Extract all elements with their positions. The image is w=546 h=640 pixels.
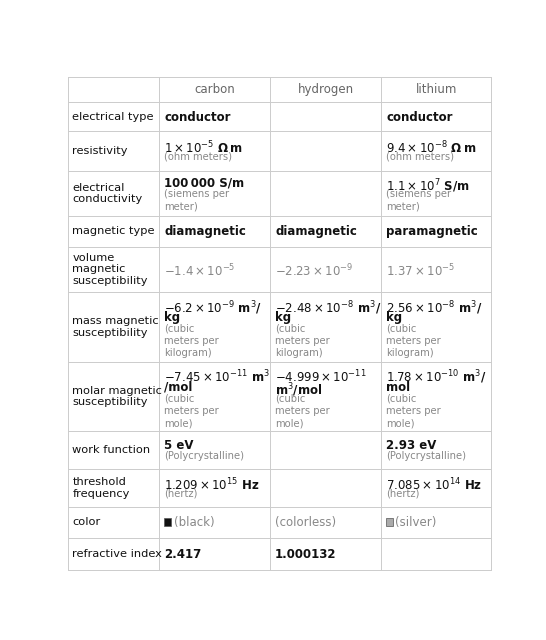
Text: 2.93 eV: 2.93 eV [386, 439, 436, 452]
Text: $-7.45\times10^{-11}$ m$^3$: $-7.45\times10^{-11}$ m$^3$ [164, 369, 270, 385]
Text: (Polycrystalline): (Polycrystalline) [386, 451, 466, 461]
Text: (ohm meters): (ohm meters) [164, 152, 232, 162]
Text: hydrogen: hydrogen [298, 83, 354, 96]
Text: (cubic
meters per
mole): (cubic meters per mole) [386, 393, 441, 428]
Text: $7.085\times10^{14}$ Hz: $7.085\times10^{14}$ Hz [386, 476, 482, 493]
Text: kg: kg [275, 311, 292, 324]
Text: (black): (black) [174, 516, 214, 529]
Text: electrical type: electrical type [73, 112, 154, 122]
Text: (hertz): (hertz) [386, 489, 419, 499]
Text: refractive index: refractive index [73, 549, 162, 559]
Text: $1.1\times10^{7}$ S/m: $1.1\times10^{7}$ S/m [386, 177, 470, 195]
Text: (hertz): (hertz) [164, 489, 198, 499]
Text: 5 eV: 5 eV [164, 439, 194, 452]
Text: $-6.2\times10^{-9}$ m$^3$/: $-6.2\times10^{-9}$ m$^3$/ [164, 299, 263, 317]
Text: $-2.48\times10^{-8}$ m$^3$/: $-2.48\times10^{-8}$ m$^3$/ [275, 299, 382, 317]
Text: (siemens per
meter): (siemens per meter) [164, 189, 229, 212]
Text: (cubic
meters per
kilogram): (cubic meters per kilogram) [164, 323, 219, 358]
Text: $1.78\times10^{-10}$ m$^3$/: $1.78\times10^{-10}$ m$^3$/ [386, 369, 487, 387]
Text: mol: mol [386, 381, 410, 394]
Text: 100 000 S/m: 100 000 S/m [164, 177, 245, 190]
Text: (ohm meters): (ohm meters) [386, 152, 454, 162]
Text: mass magnetic
susceptibility: mass magnetic susceptibility [73, 316, 159, 338]
Text: kg: kg [164, 311, 180, 324]
Text: $1.37\times10^{-5}$: $1.37\times10^{-5}$ [386, 263, 455, 280]
Text: $-4.999\times10^{-11}$: $-4.999\times10^{-11}$ [275, 369, 367, 385]
Text: kg: kg [386, 311, 402, 324]
Text: carbon: carbon [194, 83, 235, 96]
Text: 1.000132: 1.000132 [275, 548, 337, 561]
Text: molar magnetic
susceptibility: molar magnetic susceptibility [73, 386, 162, 407]
Text: paramagnetic: paramagnetic [386, 225, 478, 238]
Text: diamagnetic: diamagnetic [275, 225, 357, 238]
Text: conductor: conductor [164, 111, 231, 124]
Text: (siemens per
meter): (siemens per meter) [386, 189, 451, 212]
Text: $-2.23\times10^{-9}$: $-2.23\times10^{-9}$ [275, 263, 354, 280]
Text: volume
magnetic
susceptibility: volume magnetic susceptibility [73, 253, 148, 286]
Text: electrical
conductivity: electrical conductivity [73, 182, 143, 204]
Text: $1\times10^{-5}$ Ω m: $1\times10^{-5}$ Ω m [164, 140, 244, 156]
Text: (Polycrystalline): (Polycrystalline) [164, 451, 244, 461]
Text: /mol: /mol [164, 381, 193, 394]
Text: magnetic type: magnetic type [73, 227, 155, 236]
Text: (colorless): (colorless) [275, 516, 336, 529]
Text: $1.209\times10^{15}$ Hz: $1.209\times10^{15}$ Hz [164, 476, 260, 493]
Text: 2.417: 2.417 [164, 548, 201, 561]
Text: (cubic
meters per
kilogram): (cubic meters per kilogram) [275, 323, 330, 358]
Text: (cubic
meters per
mole): (cubic meters per mole) [275, 393, 330, 428]
Text: resistivity: resistivity [73, 146, 128, 156]
Bar [386, 518, 393, 526]
Text: $-1.4\times10^{-5}$: $-1.4\times10^{-5}$ [164, 263, 236, 280]
Text: work function: work function [73, 445, 151, 455]
Text: $9.4\times10^{-8}$ Ω m: $9.4\times10^{-8}$ Ω m [386, 140, 476, 156]
Text: threshold
frequency: threshold frequency [73, 477, 130, 499]
Bar [164, 518, 171, 526]
Text: m$^3$/mol: m$^3$/mol [275, 381, 323, 399]
Text: conductor: conductor [386, 111, 453, 124]
Text: (cubic
meters per
kilogram): (cubic meters per kilogram) [386, 323, 441, 358]
Text: color: color [73, 517, 100, 527]
Text: (silver): (silver) [395, 516, 437, 529]
Text: $2.56\times10^{-8}$ m$^3$/: $2.56\times10^{-8}$ m$^3$/ [386, 299, 483, 317]
Text: lithium: lithium [416, 83, 457, 96]
Text: (cubic
meters per
mole): (cubic meters per mole) [164, 393, 219, 428]
Text: diamagnetic: diamagnetic [164, 225, 246, 238]
